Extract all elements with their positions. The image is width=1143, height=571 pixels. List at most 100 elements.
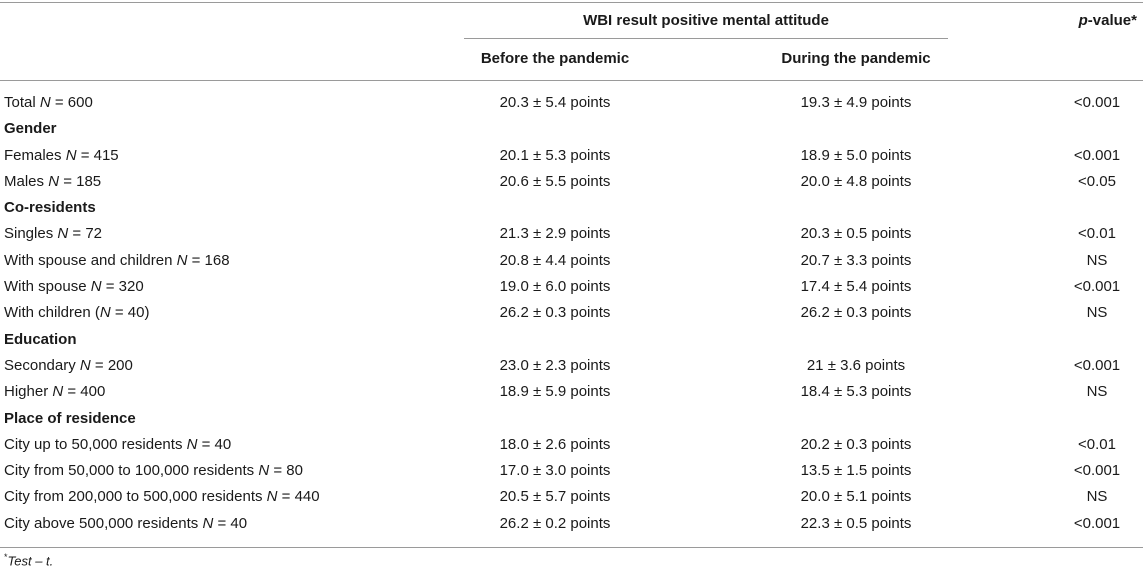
row-label-text: Total [4,94,40,111]
row-label-count: = 40 [197,435,232,453]
row-label-text: Gender [4,120,57,138]
row-label: City up to 50,000 residents N = 40 [4,432,231,458]
p-value-header-rest: -value* [1087,12,1137,29]
during-value: 20.7 ± 3.3 points [800,251,912,269]
row-label: Males N = 185 [4,169,101,195]
during-value: 19.3 ± 4.9 points [800,94,912,111]
row-label-n: N [258,462,270,480]
table-row: Females N = 415 20.1 ± 5.3 points 18.9 ± 5… [0,143,1143,169]
row-label-n: N [57,225,69,243]
row-label-n: N [186,435,198,453]
row-label: City from 50,000 to 100,000 residents N … [4,458,303,484]
row-label-count: = 320 [101,278,144,296]
section-label: Co-residents [4,195,96,221]
during-value: 17.4 ± 5.4 points [800,278,912,296]
during-value: 21 ± 3.6 points [806,356,906,374]
row-label-text: Co-residents [4,199,96,217]
row-label-count: = 440 [277,488,320,506]
during-value: 20.0 ± 5.1 points [800,488,912,506]
section-row: Place of residence [0,406,1143,432]
row-label: Females N = 415 [4,143,119,169]
p-value: <0.05 [1078,172,1116,190]
row-label: Singles N = 72 [4,221,102,247]
row-label-n: N [202,514,214,532]
row-label-n: N [52,383,64,401]
during-value: 26.2 ± 0.3 points [800,304,912,322]
row-label-text: City from 200,000 to 500,000 residents [4,488,267,506]
section-row: Gender [0,116,1143,142]
table-row: Males N = 185 20.6 ± 5.5 points 20.0 ± 4.8… [0,169,1143,195]
during-value: 22.3 ± 0.5 points [800,514,912,532]
row-label-count: = 40) [110,304,150,322]
p-value: <0.001 [1073,278,1121,296]
row-label-text: Males [4,172,49,190]
row-label: Secondary N = 200 [4,353,133,379]
row-label: City from 200,000 to 500,000 residents N… [4,484,320,510]
table-row: Higher N = 400 18.9 ± 5.9 points 18.4 ± 5.… [0,379,1143,405]
during-value: 20.0 ± 4.8 points [800,172,912,190]
table-header-rule [0,80,1143,81]
table-row: Total N = 600 20.3 ± 5.4 points 19.3 ± 4.9… [0,90,1143,116]
row-label-count: = 200 [90,356,133,374]
row-label-n: N [176,251,188,269]
row-label: With spouse and children N = 168 [4,248,230,274]
row-label-count: = 72 [68,225,102,243]
during-value: 18.9 ± 5.0 points [800,146,912,164]
footnote-mark: * [4,552,8,562]
before-value: 20.1 ± 5.3 points [499,146,611,164]
row-label-text: City from 50,000 to 100,000 residents [4,462,259,480]
p-value: <0.01 [1078,225,1116,243]
row-label: Total N = 600 [4,90,93,116]
row-label-count: = 415 [76,146,119,164]
before-value: 21.3 ± 2.9 points [499,225,611,243]
before-value: 18.0 ± 2.6 points [499,435,611,453]
table-footnote: *Test – t. [4,552,53,568]
table-row: Singles N = 72 21.3 ± 2.9 points 20.3 ± 0.… [0,221,1143,247]
table-row: City above 500,000 residents N = 40 26.2 … [0,511,1143,537]
footnote-text: Test – t. [7,553,54,569]
table-row: Secondary N = 200 23.0 ± 2.3 points 21 ± 3… [0,353,1143,379]
row-label-text: Secondary [4,356,80,374]
p-value: <0.001 [1073,514,1121,532]
row-label-text: Education [4,330,77,348]
p-value-header: p-value* [1079,12,1137,29]
row-label-n: N [79,356,91,374]
table-row: With children (N = 40) 26.2 ± 0.3 points 2… [0,300,1143,326]
column-group-header: WBI result positive mental attitude [583,12,829,29]
section-label: Place of residence [4,406,136,432]
before-value: 20.3 ± 5.4 points [499,94,611,111]
table-body: Total N = 600 20.3 ± 5.4 points 19.3 ± 4.9… [0,90,1143,537]
p-value: NS [1086,488,1108,506]
row-label-text: City up to 50,000 residents [4,435,187,453]
row-label-text: Place of residence [4,409,136,427]
before-value: 19.0 ± 6.0 points [499,278,611,296]
column-group-underline [464,38,948,39]
during-value: 13.5 ± 1.5 points [800,462,912,480]
row-label-count: = 600 [50,94,93,111]
table-row: City up to 50,000 residents N = 40 18.0 ±… [0,432,1143,458]
row-label-count: = 168 [187,251,230,269]
row-label-n: N [90,278,102,296]
row-label-count: = 40 [213,514,248,532]
p-value: <0.001 [1073,146,1121,164]
row-label: Higher N = 400 [4,379,105,405]
p-value: <0.001 [1073,94,1121,111]
row-label: City above 500,000 residents N = 40 [4,511,247,537]
before-value: 20.5 ± 5.7 points [499,488,611,506]
row-label-text: With children ( [4,304,100,322]
before-value: 20.6 ± 5.5 points [499,172,611,190]
before-pandemic-header: Before the pandemic [480,50,630,67]
table-top-rule [0,2,1143,3]
row-label-text: City above 500,000 residents [4,514,203,532]
before-value: 18.9 ± 5.9 points [499,383,611,401]
before-value: 17.0 ± 3.0 points [499,462,611,480]
row-label-text: With spouse [4,278,91,296]
row-label-text: Singles [4,225,58,243]
p-value: <0.001 [1073,462,1121,480]
during-value: 20.2 ± 0.3 points [800,435,912,453]
row-label-n: N [65,146,77,164]
table-row: City from 200,000 to 500,000 residents N… [0,484,1143,510]
row-label-count: = 400 [63,383,106,401]
row-label-text: With spouse and children [4,251,177,269]
row-label-n: N [39,94,51,111]
